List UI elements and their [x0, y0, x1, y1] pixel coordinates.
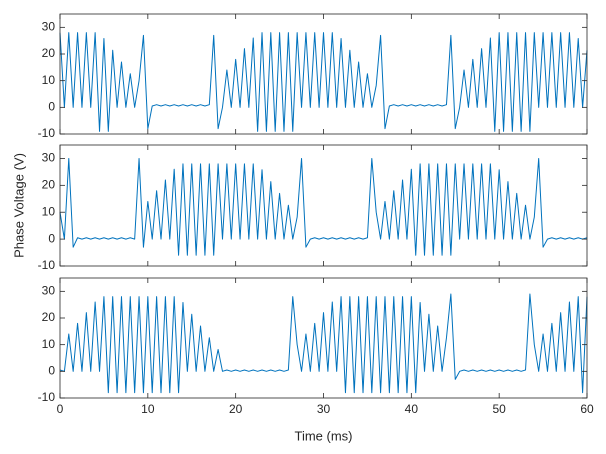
axes-background [60, 14, 587, 134]
x-tick-label: 0 [57, 402, 64, 416]
y-tick-label: -10 [38, 126, 56, 140]
y-tick-label: 0 [48, 231, 55, 245]
y-tick-label: 10 [42, 73, 56, 87]
y-tick-label: 20 [42, 46, 56, 60]
y-tick-label: 30 [42, 284, 56, 298]
x-tick-label: 40 [405, 402, 419, 416]
x-tick-label: 60 [580, 402, 594, 416]
y-tick-label: 0 [48, 364, 55, 378]
y-tick-label: 10 [42, 204, 56, 218]
signal-line [59, 32, 588, 132]
x-tick-label: 30 [317, 402, 331, 416]
y-tick-label: 20 [42, 310, 56, 324]
y-tick-label: 30 [42, 151, 56, 165]
y-tick-label: 0 [48, 100, 55, 114]
y-tick-label: -10 [38, 390, 56, 404]
y-axis-label: Phase Voltage (V) [11, 153, 26, 258]
y-tick-label: -10 [38, 258, 56, 272]
y-tick-label: 20 [42, 178, 56, 192]
y-tick-label: 30 [42, 20, 56, 34]
x-tick-label: 50 [492, 402, 506, 416]
y-tick-label: 10 [42, 337, 56, 351]
axes-background [60, 278, 587, 398]
x-axis-label: Time (ms) [294, 428, 352, 443]
x-tick-label: 20 [229, 402, 243, 416]
signal-line [59, 293, 588, 394]
signal-line [59, 157, 588, 256]
x-tick-label: 10 [141, 402, 155, 416]
